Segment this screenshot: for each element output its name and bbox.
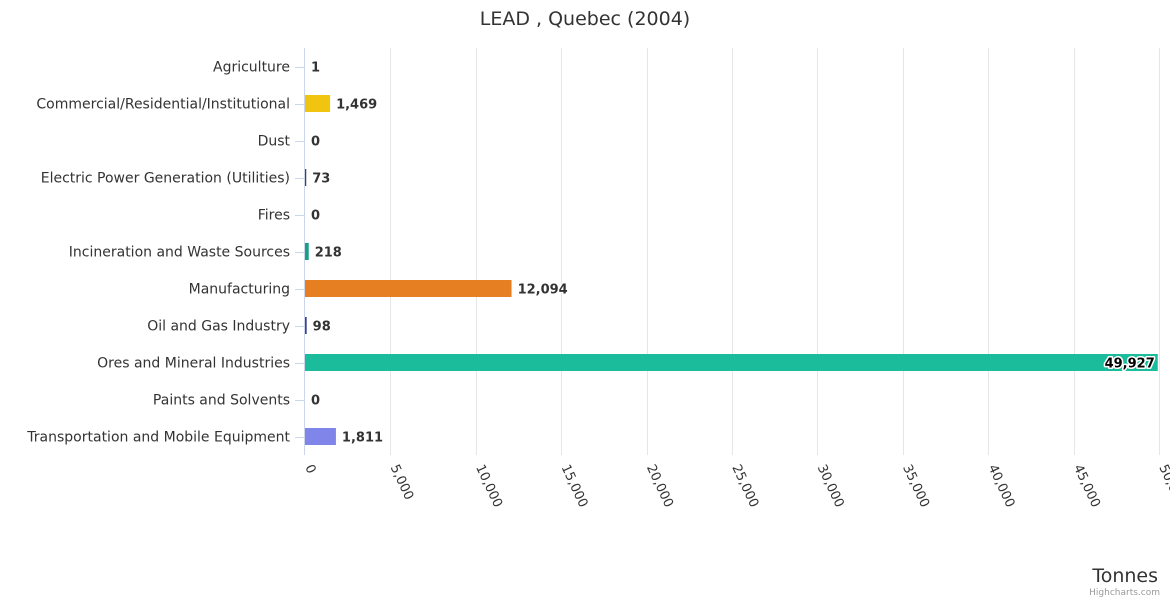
- chart-title: LEAD , Quebec (2004): [480, 8, 690, 30]
- data-label: 0: [311, 394, 320, 409]
- x-tick-label: 25,000: [728, 462, 761, 510]
- data-label: 218: [315, 246, 342, 261]
- x-tick-label: 40,000: [985, 462, 1018, 510]
- x-tick-label: 15,000: [558, 462, 591, 510]
- category-label: Transportation and Mobile Equipment: [26, 430, 290, 446]
- x-tick-label: 10,000: [472, 462, 505, 510]
- x-tick-label: 50,000: [1155, 462, 1170, 510]
- data-label: 0: [311, 135, 320, 150]
- x-tick-label: 20,000: [643, 462, 676, 510]
- bar[interactable]: [305, 317, 307, 334]
- data-label: 12,094: [518, 283, 568, 298]
- grid-lines: [391, 48, 1160, 455]
- data-label: 1,469: [336, 98, 377, 113]
- category-label: Commercial/Residential/Institutional: [36, 97, 290, 113]
- category-label: Fires: [258, 208, 290, 224]
- data-label: 98: [313, 320, 331, 335]
- credits-link[interactable]: Highcharts.com: [1089, 588, 1160, 598]
- bar[interactable]: [305, 428, 336, 445]
- category-label: Agriculture: [213, 60, 290, 76]
- x-tick-label: 30,000: [814, 462, 847, 510]
- category-label: Incineration and Waste Sources: [69, 245, 290, 261]
- category-label: Paints and Solvents: [153, 393, 290, 409]
- bar[interactable]: [305, 243, 309, 260]
- bar[interactable]: [305, 354, 1158, 371]
- bar[interactable]: [305, 169, 306, 186]
- data-label: 0: [311, 209, 320, 224]
- category-label: Manufacturing: [189, 282, 290, 298]
- data-label: 73: [312, 172, 330, 187]
- x-tick-label: 35,000: [899, 462, 932, 510]
- x-axis-title: Tonnes: [1091, 565, 1158, 587]
- category-label: Electric Power Generation (Utilities): [41, 171, 290, 187]
- category-label: Oil and Gas Industry: [147, 319, 290, 335]
- labels: 0 5,000 10,000 15,000 20,000 25,000 30,000 35,0…: [26, 60, 1170, 510]
- bar[interactable]: [305, 95, 330, 112]
- bars: [305, 58, 1158, 445]
- category-label: Ores and Mineral Industries: [97, 356, 290, 372]
- axes: [295, 48, 305, 455]
- category-label: Dust: [258, 134, 291, 150]
- data-label: 1,811: [342, 431, 383, 446]
- x-tick-label: 45,000: [1070, 462, 1103, 510]
- data-label: 1: [311, 61, 320, 76]
- bar[interactable]: [305, 280, 512, 297]
- x-tick-label: 5,000: [387, 462, 416, 502]
- data-label: 49,927: [1105, 357, 1155, 372]
- x-tick-label: 0: [301, 462, 318, 476]
